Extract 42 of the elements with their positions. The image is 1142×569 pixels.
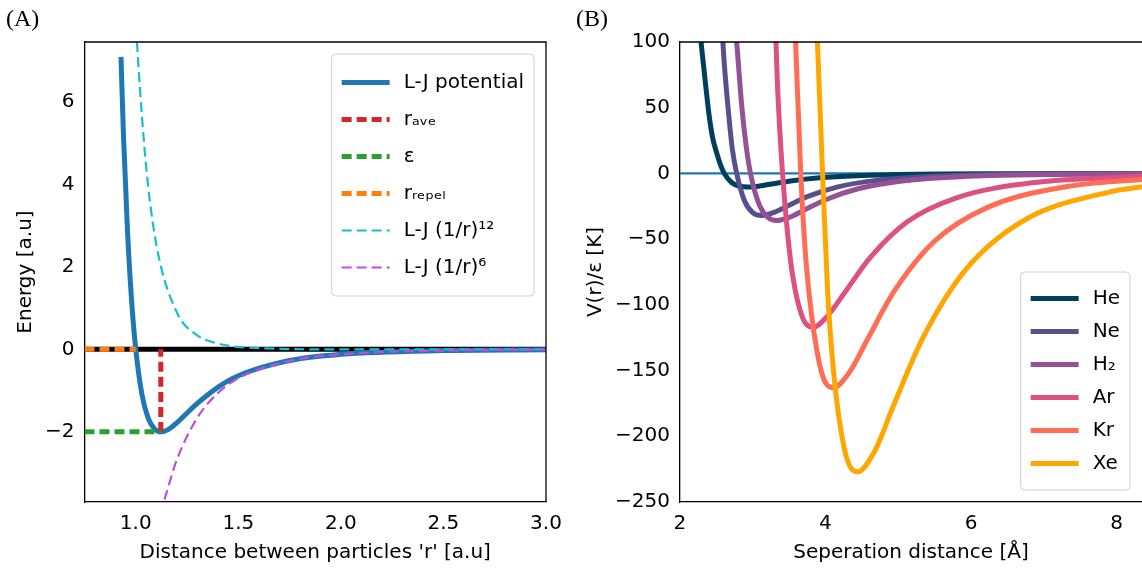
x-tick-label: 2 xyxy=(673,510,687,535)
legend-label: rᵣₑₚₑₗ xyxy=(403,179,446,204)
y-tick-label: 4 xyxy=(61,170,75,195)
y-tick-label: −150 xyxy=(614,356,670,381)
legend-label: Ne xyxy=(1092,317,1120,342)
x-tick-label: 2.0 xyxy=(324,510,357,535)
y-tick-label: 50 xyxy=(644,93,670,118)
line-series xyxy=(163,348,546,501)
legend-label: L-J (1/r)⁶ xyxy=(403,253,487,278)
legend-label: H₂ xyxy=(1092,350,1116,375)
y-tick-label: −50 xyxy=(627,225,670,250)
y-tick-label: 6 xyxy=(61,88,75,113)
text: (A) xyxy=(6,5,40,32)
legend-label: L-J (1/r)¹² xyxy=(403,216,495,241)
y-tick-label: 100 xyxy=(631,28,670,53)
x-tick-label: 3.0 xyxy=(530,510,562,535)
x-axis-title: Seperation distance [Å] xyxy=(793,539,1029,564)
y-axis-title: Energy [a.u] xyxy=(12,210,37,334)
y-axis-title: V(r)/ε [K] xyxy=(582,226,607,318)
x-tick-label: 1.0 xyxy=(119,510,152,535)
y-tick-label: 0 xyxy=(61,335,75,360)
legend-label: Ar xyxy=(1092,383,1116,408)
legend-label: ε xyxy=(403,142,415,167)
y-tick-label: −100 xyxy=(614,291,670,316)
x-tick-label: 6 xyxy=(964,510,978,535)
x-axis-title: Distance between particles 'r' [a.u] xyxy=(139,539,491,564)
legend-label: Xe xyxy=(1092,449,1118,474)
x-tick-label: 1.5 xyxy=(222,510,255,535)
x-tick-label: 8 xyxy=(1110,510,1123,535)
x-tick-label: 4 xyxy=(819,510,832,535)
text: (B) xyxy=(576,5,608,32)
y-tick-label: 2 xyxy=(61,253,75,278)
line-series xyxy=(135,42,546,351)
legend-label: rₐᵥₑ xyxy=(403,105,437,130)
y-tick-label: −250 xyxy=(614,488,670,513)
x-tick-label: 2.5 xyxy=(427,510,460,535)
legend-label: He xyxy=(1092,284,1120,309)
legend-label: L-J potential xyxy=(403,68,524,93)
y-tick-label: −2 xyxy=(45,418,75,443)
y-tick-label: 0 xyxy=(657,159,670,184)
legend-label: Kr xyxy=(1092,416,1115,441)
y-tick-label: −200 xyxy=(614,422,670,447)
